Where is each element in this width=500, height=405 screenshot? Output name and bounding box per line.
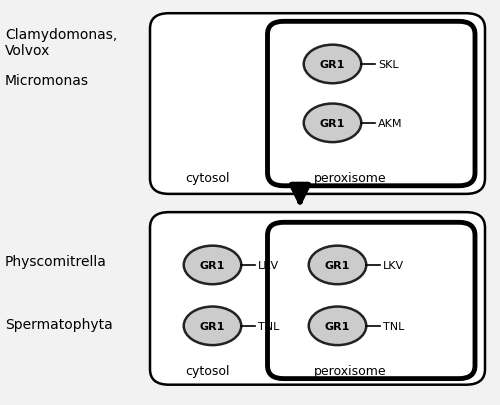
FancyBboxPatch shape xyxy=(268,22,475,186)
Ellipse shape xyxy=(309,246,366,284)
Text: TNL: TNL xyxy=(383,321,404,331)
Text: peroxisome: peroxisome xyxy=(314,364,386,377)
Ellipse shape xyxy=(304,104,361,143)
Text: Spermatophyta: Spermatophyta xyxy=(5,317,113,331)
Text: Micromonas: Micromonas xyxy=(5,74,89,88)
FancyBboxPatch shape xyxy=(150,14,485,194)
Text: GR1: GR1 xyxy=(325,260,350,270)
Text: TNL: TNL xyxy=(258,321,279,331)
Ellipse shape xyxy=(184,246,241,284)
Text: GR1: GR1 xyxy=(200,260,225,270)
Text: cytosol: cytosol xyxy=(185,171,230,184)
Text: GR1: GR1 xyxy=(320,119,345,128)
Ellipse shape xyxy=(304,46,361,84)
Text: SKL: SKL xyxy=(378,60,398,70)
Ellipse shape xyxy=(184,307,241,345)
Text: Volvox: Volvox xyxy=(5,44,51,58)
Text: AKM: AKM xyxy=(378,119,402,128)
Text: Clamydomonas,: Clamydomonas, xyxy=(5,28,117,41)
FancyBboxPatch shape xyxy=(268,223,475,379)
Text: peroxisome: peroxisome xyxy=(314,171,386,184)
Text: GR1: GR1 xyxy=(325,321,350,331)
Ellipse shape xyxy=(309,307,366,345)
Text: GR1: GR1 xyxy=(320,60,345,70)
Text: cytosol: cytosol xyxy=(185,364,230,377)
Text: GR1: GR1 xyxy=(200,321,225,331)
Text: LKV: LKV xyxy=(258,260,279,270)
Text: Physcomitrella: Physcomitrella xyxy=(5,254,107,268)
FancyBboxPatch shape xyxy=(150,213,485,385)
Text: LKV: LKV xyxy=(383,260,404,270)
